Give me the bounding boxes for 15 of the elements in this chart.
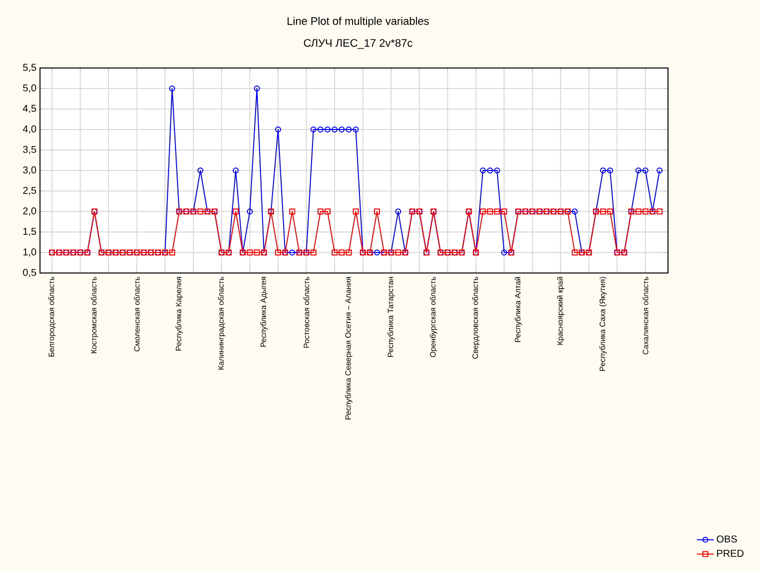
y-tick-label: 4,5 [22,104,36,114]
y-tick-label: 0,5 [23,268,36,278]
y-tick-label: 2,5 [23,186,36,196]
y-tick-label: 5,0 [23,84,36,93]
y-tick-label: 5,5 [23,64,36,72]
y-tick-label: 1,5 [23,228,36,236]
legend-label: PRED [717,550,744,557]
y-tick-label: 3,5 [23,146,36,154]
chart-subtitle: СЛУЧ ЛЕС_17 2v*87c [304,39,412,49]
y-tick-label: 4,0 [22,125,36,134]
y-tick-label: 2,0 [23,207,36,216]
chart-title: Line Plot of multiple variables [288,16,429,28]
y-tick-label: 1,0 [23,248,36,257]
y-tick-label: 3,0 [23,166,36,175]
legend-label: OBS [716,535,737,543]
